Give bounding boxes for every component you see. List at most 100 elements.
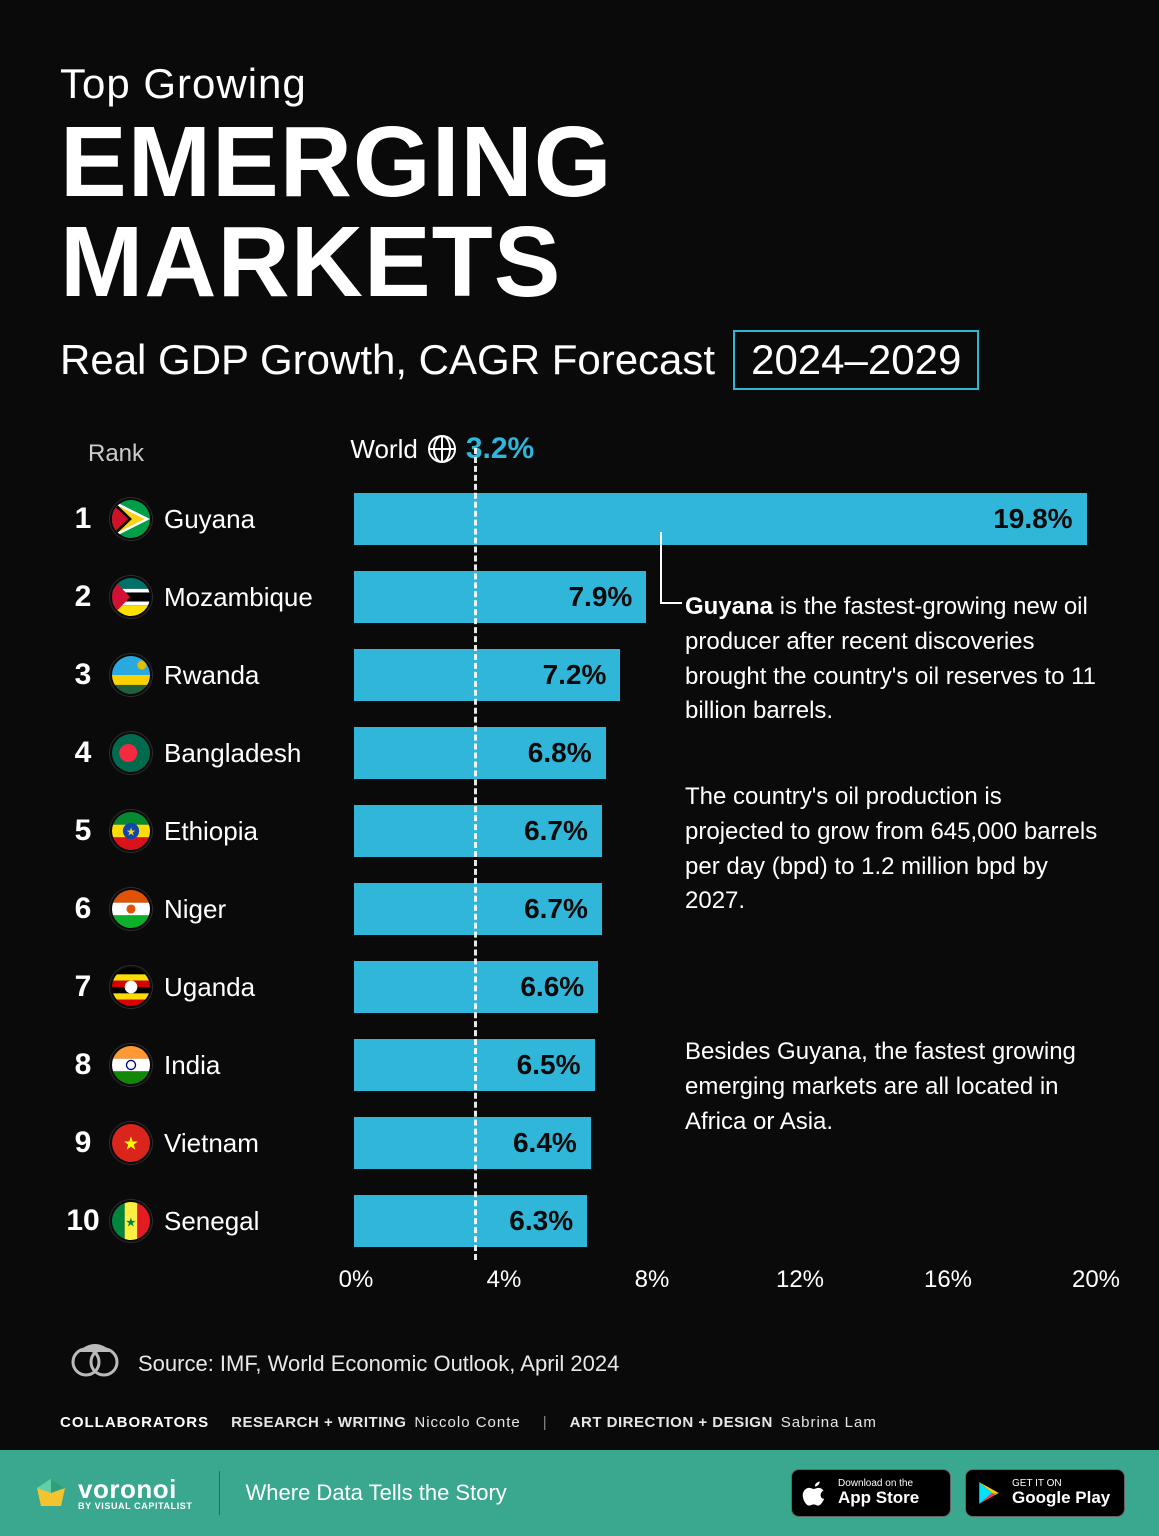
world-reference-line <box>474 448 477 1260</box>
brand-mark-icon <box>34 1476 68 1510</box>
research-label: RESEARCH + WRITING <box>231 1414 406 1431</box>
source-text: Source: IMF, World Economic Outlook, Apr… <box>138 1351 619 1377</box>
annotation: The country's oil production is projecte… <box>685 780 1099 919</box>
footer-divider <box>219 1471 220 1515</box>
chart-area: Rank World 3.2% 1 Guyana 19.8% 2 Mozambi… <box>60 440 1099 1316</box>
design-label: ART DIRECTION + DESIGN <box>570 1414 773 1431</box>
research-name: Niccolo Conte <box>414 1414 520 1431</box>
subtitle: Real GDP Growth, CAGR Forecast <box>60 336 715 384</box>
bar-value: 6.8% <box>528 737 592 769</box>
country-name: India <box>164 1050 354 1081</box>
appstore-badge[interactable]: Download on theApp Store <box>791 1469 951 1517</box>
country-name: Ethiopia <box>164 816 354 847</box>
axis-tick: 16% <box>924 1266 972 1294</box>
world-row: World 3.2% <box>350 432 534 466</box>
source-icon <box>68 1342 122 1386</box>
flag-icon <box>110 576 152 618</box>
flag-icon <box>110 966 152 1008</box>
bar-track: 6.3% <box>354 1195 1099 1247</box>
country-name: Mozambique <box>164 582 354 613</box>
axis-tick: 12% <box>776 1266 824 1294</box>
axis-tick: 8% <box>635 1266 670 1294</box>
country-name: Uganda <box>164 972 354 1003</box>
rank-number: 2 <box>60 580 106 614</box>
table-row: 10 ★ Senegal 6.3% <box>60 1182 1099 1260</box>
flag-icon <box>110 888 152 930</box>
axis-tick: 4% <box>487 1266 522 1294</box>
bar-value: 6.3% <box>509 1205 573 1237</box>
play-line2: Google Play <box>1012 1489 1110 1508</box>
country-name: Bangladesh <box>164 738 354 769</box>
bar-value: 6.7% <box>524 815 588 847</box>
bar: 6.7% <box>354 883 602 935</box>
flag-icon <box>110 654 152 696</box>
rank-number: 10 <box>60 1204 106 1238</box>
country-name: Vietnam <box>164 1128 354 1159</box>
x-axis: 0%4%8%12%16%20% <box>356 1266 1099 1316</box>
svg-text:★: ★ <box>126 827 136 839</box>
bar-track: 6.6% <box>354 961 1099 1013</box>
flag-icon: ★ <box>110 1200 152 1242</box>
tagline: Where Data Tells the Story <box>246 1480 507 1506</box>
bar: 6.4% <box>354 1117 591 1169</box>
axis-tick: 0% <box>339 1266 374 1294</box>
rank-number: 1 <box>60 502 106 536</box>
rank-number: 5 <box>60 814 106 848</box>
svg-text:★: ★ <box>125 1215 136 1229</box>
bar: 19.8% <box>354 493 1087 545</box>
bar-value: 6.4% <box>513 1127 577 1159</box>
rank-header: Rank <box>88 440 1099 468</box>
annotation: Besides Guyana, the fastest growing emer… <box>685 1035 1099 1139</box>
world-label: World <box>350 434 417 465</box>
flag-icon <box>110 498 152 540</box>
flag-icon: ★ <box>110 1122 152 1164</box>
play-icon <box>976 1480 1002 1506</box>
apple-icon <box>802 1480 828 1506</box>
bar: 6.8% <box>354 727 606 779</box>
bar: 6.7% <box>354 805 602 857</box>
supertitle: Top Growing <box>60 60 1099 108</box>
bar: 7.2% <box>354 649 620 701</box>
rank-number: 9 <box>60 1126 106 1160</box>
callout-line <box>660 532 682 604</box>
axis-tick: 20% <box>1072 1266 1120 1294</box>
bar-track: 6.8% <box>354 727 1099 779</box>
rank-number: 3 <box>60 658 106 692</box>
brand: voronoi BY VISUAL CAPITALIST <box>34 1476 193 1511</box>
bar-value: 6.5% <box>517 1049 581 1081</box>
globe-icon <box>428 435 456 463</box>
rank-number: 6 <box>60 892 106 926</box>
collaborators: COLLABORATORS RESEARCH + WRITING Niccolo … <box>60 1414 1099 1431</box>
table-row: 7 Uganda 6.6% <box>60 948 1099 1026</box>
bar-value: 6.7% <box>524 893 588 925</box>
annotation: Guyana is the fastest-growing new oil pr… <box>685 590 1099 729</box>
country-name: Guyana <box>164 504 354 535</box>
flag-icon <box>110 1044 152 1086</box>
period-box: 2024–2029 <box>733 330 979 390</box>
bar: 6.3% <box>354 1195 587 1247</box>
separator: | <box>543 1414 548 1431</box>
appstore-line2: App Store <box>838 1489 919 1508</box>
bar-value: 7.9% <box>568 581 632 613</box>
svg-text:★: ★ <box>123 1133 139 1153</box>
country-name: Senegal <box>164 1206 354 1237</box>
googleplay-badge[interactable]: GET IT ONGoogle Play <box>965 1469 1125 1517</box>
bar-value: 6.6% <box>520 971 584 1003</box>
collab-label: COLLABORATORS <box>60 1414 209 1431</box>
table-row: 1 Guyana 19.8% <box>60 480 1099 558</box>
bar-track: 19.8% <box>354 493 1099 545</box>
flag-icon <box>110 732 152 774</box>
country-name: Rwanda <box>164 660 354 691</box>
brand-name: voronoi <box>78 1476 193 1502</box>
main-title: EMERGING MARKETS <box>60 112 1099 312</box>
country-name: Niger <box>164 894 354 925</box>
brand-byline: BY VISUAL CAPITALIST <box>78 1502 193 1511</box>
design-name: Sabrina Lam <box>781 1414 877 1431</box>
flag-icon: ★ <box>110 810 152 852</box>
footer: voronoi BY VISUAL CAPITALIST Where Data … <box>0 1450 1159 1536</box>
bar: 7.9% <box>354 571 646 623</box>
rank-number: 4 <box>60 736 106 770</box>
bar-value: 7.2% <box>543 659 607 691</box>
rank-number: 8 <box>60 1048 106 1082</box>
bar-value: 19.8% <box>993 503 1072 535</box>
